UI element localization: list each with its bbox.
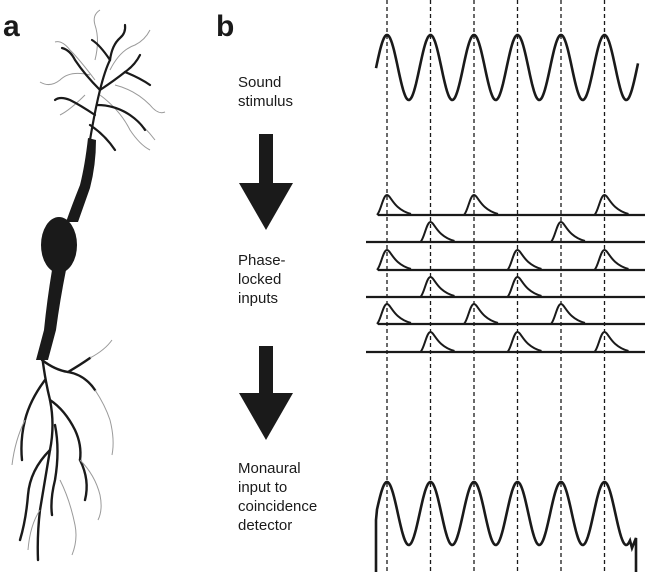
caption-phase-locked-inputs: Phase- locked inputs — [238, 252, 286, 307]
epsp-spike — [506, 248, 542, 271]
input-row — [376, 302, 645, 326]
sound-stimulus-waveform — [374, 33, 640, 102]
input-row — [366, 330, 645, 354]
epsp-spike — [463, 302, 499, 325]
epsp-spike — [550, 220, 586, 243]
epsp-spike — [593, 330, 629, 353]
down-arrow-icon — [239, 346, 293, 440]
epsp-spike — [593, 248, 629, 271]
epsp-spike — [376, 302, 412, 325]
epsp-spike — [463, 193, 499, 216]
epsp-spike — [376, 193, 412, 216]
epsp-spike — [376, 248, 412, 271]
input-row — [376, 248, 645, 272]
panel-label-a: a — [3, 10, 20, 43]
epsp-spike — [419, 220, 455, 243]
epsp-spike — [593, 193, 629, 216]
epsp-spike — [506, 330, 542, 353]
epsp-spike — [506, 275, 542, 298]
coincidence-detector-waveform — [374, 480, 638, 572]
epsp-spike — [419, 275, 455, 298]
down-arrow-icon — [239, 134, 293, 230]
input-row — [376, 193, 645, 217]
caption-sound-stimulus: Sound stimulus — [238, 74, 294, 110]
epsp-spike — [550, 302, 586, 325]
caption-monaural-input: Monaural input to coincidence detector — [238, 460, 318, 534]
input-row — [366, 220, 645, 244]
panel-label-b: b — [216, 10, 235, 43]
input-row — [366, 275, 645, 299]
epsp-spike — [419, 330, 455, 353]
